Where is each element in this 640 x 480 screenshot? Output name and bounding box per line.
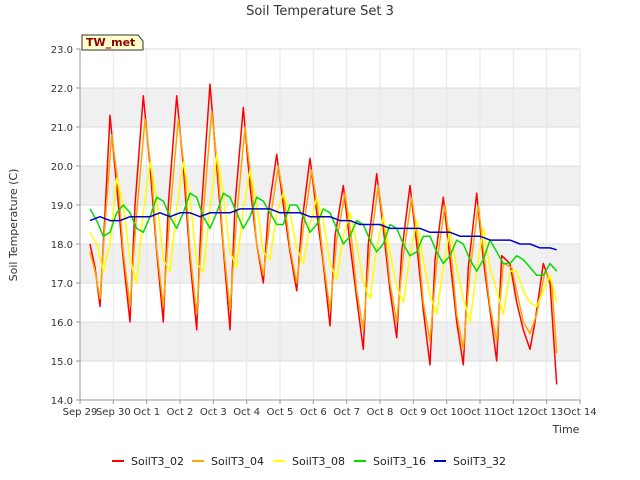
- x-tick-label: Oct 7: [333, 407, 360, 418]
- x-tick-label: Oct 12: [497, 407, 530, 418]
- x-tick-label: Oct 8: [367, 407, 394, 418]
- x-tick-label: Sep 29: [63, 407, 98, 418]
- x-tick-label: Sep 30: [96, 407, 131, 418]
- plot-band: [80, 322, 580, 361]
- series-line-soilt3_16: [89, 192, 558, 276]
- y-axis-label: Soil Temperature (C): [7, 169, 20, 282]
- x-tick-label: Oct 14: [563, 407, 596, 418]
- series-line-soilt3_04: [89, 110, 558, 354]
- plot-band: [80, 88, 580, 127]
- x-tick-label: Oct 13: [530, 407, 563, 418]
- x-tick-label: Oct 11: [463, 407, 496, 418]
- x-tick-label: Oct 6: [300, 407, 327, 418]
- plot-background: [80, 49, 580, 400]
- legend-label: SoilT3_02: [131, 455, 184, 468]
- legend-label: SoilT3_04: [211, 455, 264, 468]
- y-tick-label: 14.0: [51, 396, 73, 407]
- y-tick-label: 22.0: [51, 84, 73, 95]
- legend-item-soilt3_08: SoilT3_08: [273, 455, 345, 468]
- legend-label: SoilT3_16: [373, 455, 426, 468]
- x-tick-label: Oct 1: [133, 407, 160, 418]
- x-axis-label: Time: [552, 423, 580, 436]
- y-ticks: 14.0 15.0 16.0 17.0 18.0 19.0 20.0 21.0 22.0 23.0: [51, 45, 80, 407]
- y-tick-label: 23.0: [51, 45, 73, 56]
- legend-label: SoilT3_32: [453, 455, 506, 468]
- series-line-soilt3_08: [89, 153, 558, 323]
- x-tick-label: Oct 5: [267, 407, 294, 418]
- series-line-soilt3_32: [89, 208, 557, 251]
- x-tick-label: Oct 4: [233, 407, 260, 418]
- y-tick-label: 17.0: [51, 279, 73, 290]
- y-tick-label: 20.0: [51, 162, 73, 173]
- x-tick-label: Oct 10: [430, 407, 463, 418]
- x-tick-label: Oct 9: [400, 407, 427, 418]
- y-tick-label: 15.0: [51, 357, 73, 368]
- y-tick-label: 19.0: [51, 201, 73, 212]
- axes: [79, 49, 580, 401]
- legend-item-soilt3_02: SoilT3_02: [112, 455, 184, 468]
- legend-item-soilt3_16: SoilT3_16: [354, 455, 426, 468]
- series-lines: [89, 83, 558, 385]
- x-tick-label: Oct 2: [167, 407, 194, 418]
- series-line-soilt3_02: [89, 83, 558, 385]
- y-tick-label: 16.0: [51, 318, 73, 329]
- badge: TW_met: [81, 34, 144, 51]
- legend-item-soilt3_04: SoilT3_04: [192, 455, 264, 468]
- badge-label: TW_met: [86, 36, 135, 49]
- y-tick-label: 21.0: [51, 123, 73, 134]
- y-tick-label: 18.0: [51, 240, 73, 251]
- badge-box: [81, 34, 144, 51]
- legend: SoilT3_02 SoilT3_04 SoilT3_08 SoilT3_16 Soil…: [112, 455, 506, 468]
- legend-item-soilt3_32: SoilT3_32: [434, 455, 506, 468]
- plot-band: [80, 166, 580, 205]
- x-tick-label: Oct 3: [200, 407, 227, 418]
- legend-label: SoilT3_08: [292, 455, 345, 468]
- chart-title: Soil Temperature Set 3: [246, 4, 394, 19]
